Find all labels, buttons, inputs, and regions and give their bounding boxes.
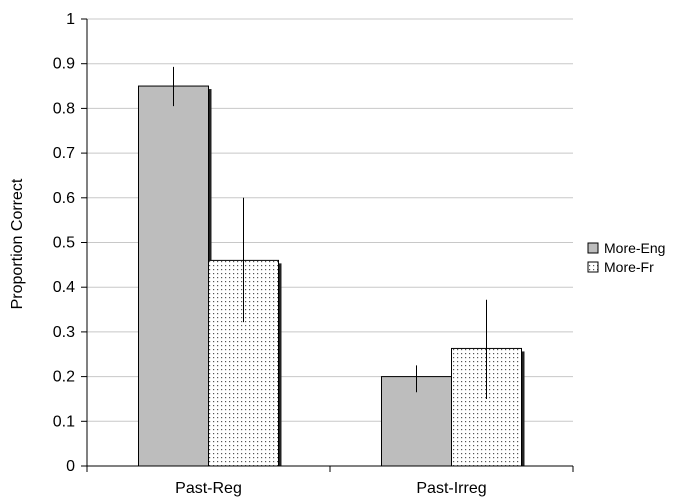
legend-swatch bbox=[587, 261, 599, 273]
x-tick-label: Past-Irreg bbox=[416, 480, 486, 497]
bars bbox=[138, 66, 525, 467]
legend-swatch bbox=[587, 242, 599, 254]
bar-more-eng-past-reg bbox=[138, 85, 209, 467]
legend-label: More-Fr bbox=[604, 259, 654, 275]
y-tick-label: 0.8 bbox=[53, 100, 75, 117]
y-tick-label: 0.3 bbox=[53, 324, 75, 341]
y-tick-label: 1 bbox=[66, 11, 75, 28]
axes: 0 0.1 0.2 0.3 0.4 0.5 0.6 0.7 0.8 0.9 1 Past-Reg Pas… bbox=[53, 11, 574, 497]
y-tick-label: 0 bbox=[66, 458, 75, 475]
legend-label: More-Eng bbox=[604, 240, 665, 256]
legend: More-Eng More-Fr bbox=[587, 240, 665, 275]
y-tick-label: 0.5 bbox=[53, 235, 75, 252]
y-tick-label: 0.7 bbox=[53, 145, 75, 162]
y-tick-label: 0.4 bbox=[53, 279, 75, 296]
y-axis-title: Proportion Correct bbox=[9, 178, 26, 309]
y-tick-label: 0.2 bbox=[53, 369, 75, 386]
y-tick-label: 0.6 bbox=[53, 190, 75, 207]
x-tick-label: Past-Reg bbox=[175, 480, 242, 497]
y-tick-label: 0.1 bbox=[53, 413, 75, 430]
y-tick-label: 0.9 bbox=[53, 56, 75, 73]
